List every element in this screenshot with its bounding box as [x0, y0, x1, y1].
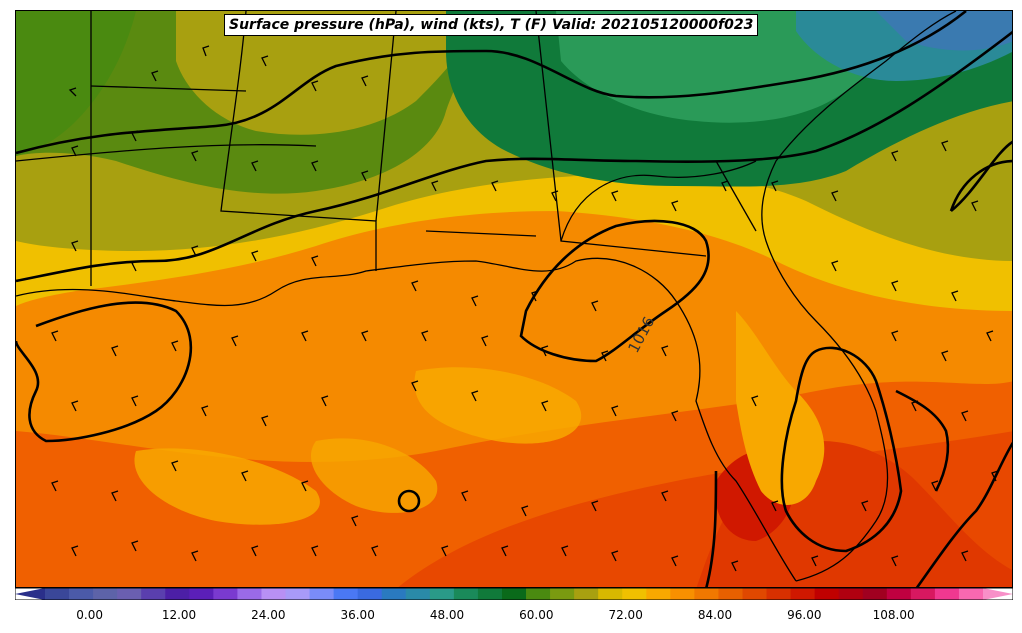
temperature-field — [16, 11, 1012, 587]
colorbar-cell — [862, 588, 888, 600]
colorbar-cell — [501, 588, 527, 600]
temperature-pressure-wind-map: 1016 — [16, 11, 1012, 587]
colorbar-cell — [45, 588, 70, 600]
colorbar-cell — [934, 588, 960, 600]
colorbar-cell — [69, 588, 94, 600]
colorbar-cell — [646, 588, 671, 600]
colorbar-cell — [550, 588, 575, 600]
colorbar-cell — [453, 588, 479, 600]
colorbar-tick-label: 24.00 — [251, 608, 286, 622]
colorbar-cell — [309, 588, 335, 600]
colorbar-tick-label: 96.00 — [787, 608, 822, 622]
colorbar-tick-label: 84.00 — [697, 608, 733, 622]
colorbar-cell — [814, 588, 840, 600]
colorbar-cell — [477, 588, 503, 600]
colorbar-cell — [598, 588, 623, 600]
isobars — [16, 11, 1012, 587]
colorbar-cell — [93, 588, 118, 600]
colorbar-cell — [237, 588, 262, 600]
colorbar-cells — [15, 588, 1013, 600]
colorbar-cell — [213, 588, 238, 600]
weather-map: 1016 — [15, 10, 1013, 588]
colorbar-cell — [526, 588, 551, 600]
colorbar-cell — [910, 588, 936, 600]
colorbar-cell — [381, 588, 407, 600]
map-title: Surface pressure (hPa), wind (kts), T (F… — [224, 14, 759, 36]
colorbar-cell — [622, 588, 647, 600]
colorbar-cell — [429, 588, 455, 600]
colorbar-tick-label: 36.00 — [340, 608, 375, 622]
colorbar-tick-label: 48.00 — [429, 608, 465, 622]
colorbar-cell — [357, 588, 383, 600]
colorbar-tick-label: 108.00 — [872, 608, 915, 622]
colorbar-cell — [165, 588, 190, 600]
colorbar-cell — [694, 588, 719, 600]
colorbar-tick-label: 72.00 — [608, 608, 643, 622]
colorbar-cell — [838, 588, 864, 600]
colorbar-extend-max — [983, 588, 1013, 600]
colorbar-cell — [285, 588, 311, 600]
colorbar-cell — [670, 588, 695, 600]
colorbar-tick-label: 60.00 — [519, 608, 554, 622]
colorbar-cell — [117, 588, 142, 600]
colorbar-tick-label: 0.00 — [76, 608, 104, 622]
colorbar-cell — [405, 588, 431, 600]
colorbar-cell — [958, 588, 984, 600]
colorbar-extend-min — [15, 588, 45, 600]
colorbar-cell — [718, 588, 743, 600]
colorbar-cell — [886, 588, 912, 600]
colorbar-cell — [261, 588, 287, 600]
colorbar-tick-label: 12.00 — [161, 608, 197, 622]
colorbar-cell — [574, 588, 599, 600]
colorbar-cell — [766, 588, 792, 600]
wind-barbs — [51, 45, 999, 572]
colorbar-cell — [141, 588, 166, 600]
temperature-colorbar — [15, 588, 1013, 600]
colorbar-cell — [333, 588, 359, 600]
geographic-borders — [16, 11, 957, 582]
colorbar-cell — [189, 588, 214, 600]
colorbar-cell — [742, 588, 768, 600]
colorbar-cell — [790, 588, 816, 600]
